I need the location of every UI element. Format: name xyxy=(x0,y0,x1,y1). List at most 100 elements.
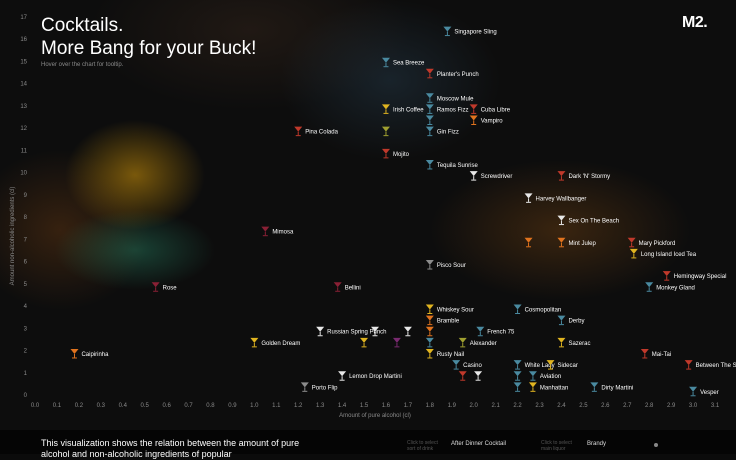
cocktail-point[interactable]: Mai-Tai xyxy=(640,348,671,359)
cocktail-point[interactable]: Golden Dream xyxy=(250,337,300,348)
cocktail-point[interactable]: Dirty Martini xyxy=(590,382,633,392)
cocktail-point[interactable]: Caipirinha xyxy=(70,348,109,359)
glass-bowl xyxy=(381,148,390,154)
cocktail-point[interactable]: Bellini xyxy=(333,282,361,292)
point-label: Bramble xyxy=(437,319,460,325)
cocktail-point[interactable]: Manhattan xyxy=(528,382,568,392)
cocktail-point[interactable]: Pina Colada xyxy=(294,126,339,137)
glass-bowl xyxy=(425,93,434,99)
cocktail-point[interactable]: White Lady xyxy=(513,360,555,370)
cocktail-point[interactable]: Hemingway Special xyxy=(662,271,727,281)
cocktail-point[interactable] xyxy=(513,382,522,392)
cocktail-point[interactable] xyxy=(458,371,467,381)
cocktail-point[interactable] xyxy=(474,371,483,381)
cocktail-point[interactable]: Derby xyxy=(557,315,584,326)
cocktail-point[interactable]: Singapore Sling xyxy=(443,26,497,37)
hover-hint: Hover over the chart for tooltip. xyxy=(41,62,124,68)
glass-bowl xyxy=(425,104,434,110)
cocktail-point[interactable]: Sex On The Beach xyxy=(557,215,619,226)
cocktail-point[interactable]: Irish Coffee xyxy=(381,104,424,114)
cocktail-point[interactable]: Sea Breeze xyxy=(381,57,425,68)
x-tick-label: 0.5 xyxy=(141,403,150,409)
cocktail-point[interactable] xyxy=(392,337,401,348)
cocktail-point[interactable]: Gin Fizz xyxy=(425,126,459,137)
point-label: Cosmopolitan xyxy=(525,308,562,314)
glass-bowl xyxy=(425,68,434,74)
cocktail-point[interactable]: Pisco Sour xyxy=(425,260,466,270)
cocktail-point[interactable]: Whiskey Sour xyxy=(425,304,474,315)
cocktail-point[interactable]: Monkey Gland xyxy=(645,282,695,292)
cocktail-point[interactable]: Mimosa xyxy=(261,226,294,237)
point-label: Tequila Sunrise xyxy=(437,163,479,169)
x-tick-label: 1.7 xyxy=(404,403,413,409)
cocktail-point[interactable]: Porto Flip xyxy=(300,382,338,392)
glass-bowl xyxy=(300,382,309,388)
glass-bowl xyxy=(261,226,270,232)
glass-bowl xyxy=(338,371,347,377)
cocktail-point[interactable] xyxy=(425,115,434,126)
cocktail-point[interactable]: Mojito xyxy=(381,148,410,159)
cocktail-point[interactable]: Aviation xyxy=(528,371,561,381)
cocktail-point[interactable]: Vesper xyxy=(689,386,719,397)
glass-bowl xyxy=(524,237,533,243)
x-tick-label: 2.1 xyxy=(491,403,500,409)
cocktail-point[interactable]: Mint Julep xyxy=(557,237,596,248)
cocktail-point[interactable] xyxy=(425,326,434,337)
glass-bowl xyxy=(403,326,412,332)
point-label: Mary Pickford xyxy=(639,241,676,247)
cocktail-point[interactable] xyxy=(524,237,533,248)
glass-bowl xyxy=(528,371,537,377)
cocktail-point[interactable]: Tequila Sunrise xyxy=(425,159,479,170)
cocktail-point[interactable]: French 75 xyxy=(476,326,515,337)
x-tick-label: 1.6 xyxy=(382,403,391,409)
glass-bowl xyxy=(452,360,461,366)
glass-bowl xyxy=(557,215,566,221)
glass-bowl xyxy=(425,348,434,354)
glass-bowl xyxy=(590,382,599,388)
cocktail-point[interactable]: Bramble xyxy=(425,315,460,326)
cocktail-point[interactable] xyxy=(403,326,412,337)
points[interactable]: Singapore Sling Sea Breeze Planter's Punch… xyxy=(70,26,736,397)
cocktail-point[interactable]: Between The Sheets xyxy=(684,360,736,370)
x-axis-label: Amount of pure alcohol (cl) xyxy=(339,413,411,419)
cocktail-point[interactable]: Dark 'N' Stormy xyxy=(557,171,610,181)
cocktail-point[interactable]: Screwdriver xyxy=(469,171,513,181)
y-tick-label: 3 xyxy=(24,326,28,332)
cocktail-point[interactable]: Long Island Iced Tea xyxy=(629,248,697,259)
glass-bowl xyxy=(557,337,566,343)
x-tick-label: 0.6 xyxy=(162,403,171,409)
glass-bowl xyxy=(371,326,379,332)
cocktail-point[interactable]: Planter's Punch xyxy=(425,68,479,79)
cocktail-point[interactable]: Sazerac xyxy=(557,337,590,348)
cocktail-point[interactable]: Mary Pickford xyxy=(627,237,676,248)
scatter-chart[interactable]: 0.0 0.1 0.2 0.3 0.4 0.5 0.6 0.7 0.8 0.9 1.0 1.1 1.2 1… xyxy=(0,0,736,430)
glass-bowl xyxy=(689,386,698,392)
cocktail-point[interactable]: Ramos Fizz xyxy=(425,104,469,114)
cocktail-point[interactable] xyxy=(360,337,369,348)
x-tick-label: 0.1 xyxy=(53,403,62,409)
cocktail-point[interactable]: Moscow Mule xyxy=(425,93,474,103)
liquor-toggle-dot[interactable] xyxy=(654,443,658,447)
x-tick-label: 2.7 xyxy=(623,403,632,409)
sort-option-drink[interactable]: After Dinner Cocktail xyxy=(451,441,507,447)
cocktail-point[interactable]: Sidecar xyxy=(546,360,578,370)
cocktail-point[interactable]: Vampiro xyxy=(469,115,504,126)
sort-option-liquor[interactable]: Brandy xyxy=(587,441,607,447)
x-tick-label: 1.5 xyxy=(360,403,369,409)
glass-bowl xyxy=(381,126,390,132)
cocktail-point[interactable] xyxy=(371,326,379,337)
cocktail-point[interactable]: Rusty Nail xyxy=(425,348,464,359)
cocktail-point[interactable]: Cuba Libre xyxy=(469,104,511,114)
cocktail-point[interactable]: Lemon Drop Martini xyxy=(338,371,402,381)
glass-bowl xyxy=(250,337,259,343)
cocktail-point[interactable]: Cosmopolitan xyxy=(513,304,562,315)
cocktail-point[interactable] xyxy=(381,126,390,137)
cocktail-point[interactable]: Alexander xyxy=(458,337,497,348)
cocktail-point[interactable]: Casino xyxy=(452,360,483,370)
cocktail-point[interactable] xyxy=(425,337,434,348)
cocktail-point[interactable] xyxy=(513,371,522,381)
point-label: Derby xyxy=(568,319,584,325)
cocktail-point[interactable]: Harvey Wallbanger xyxy=(524,193,587,203)
cocktail-point[interactable]: Rose xyxy=(151,282,178,292)
cocktail-point[interactable]: Russian Spring Punch xyxy=(316,326,387,337)
